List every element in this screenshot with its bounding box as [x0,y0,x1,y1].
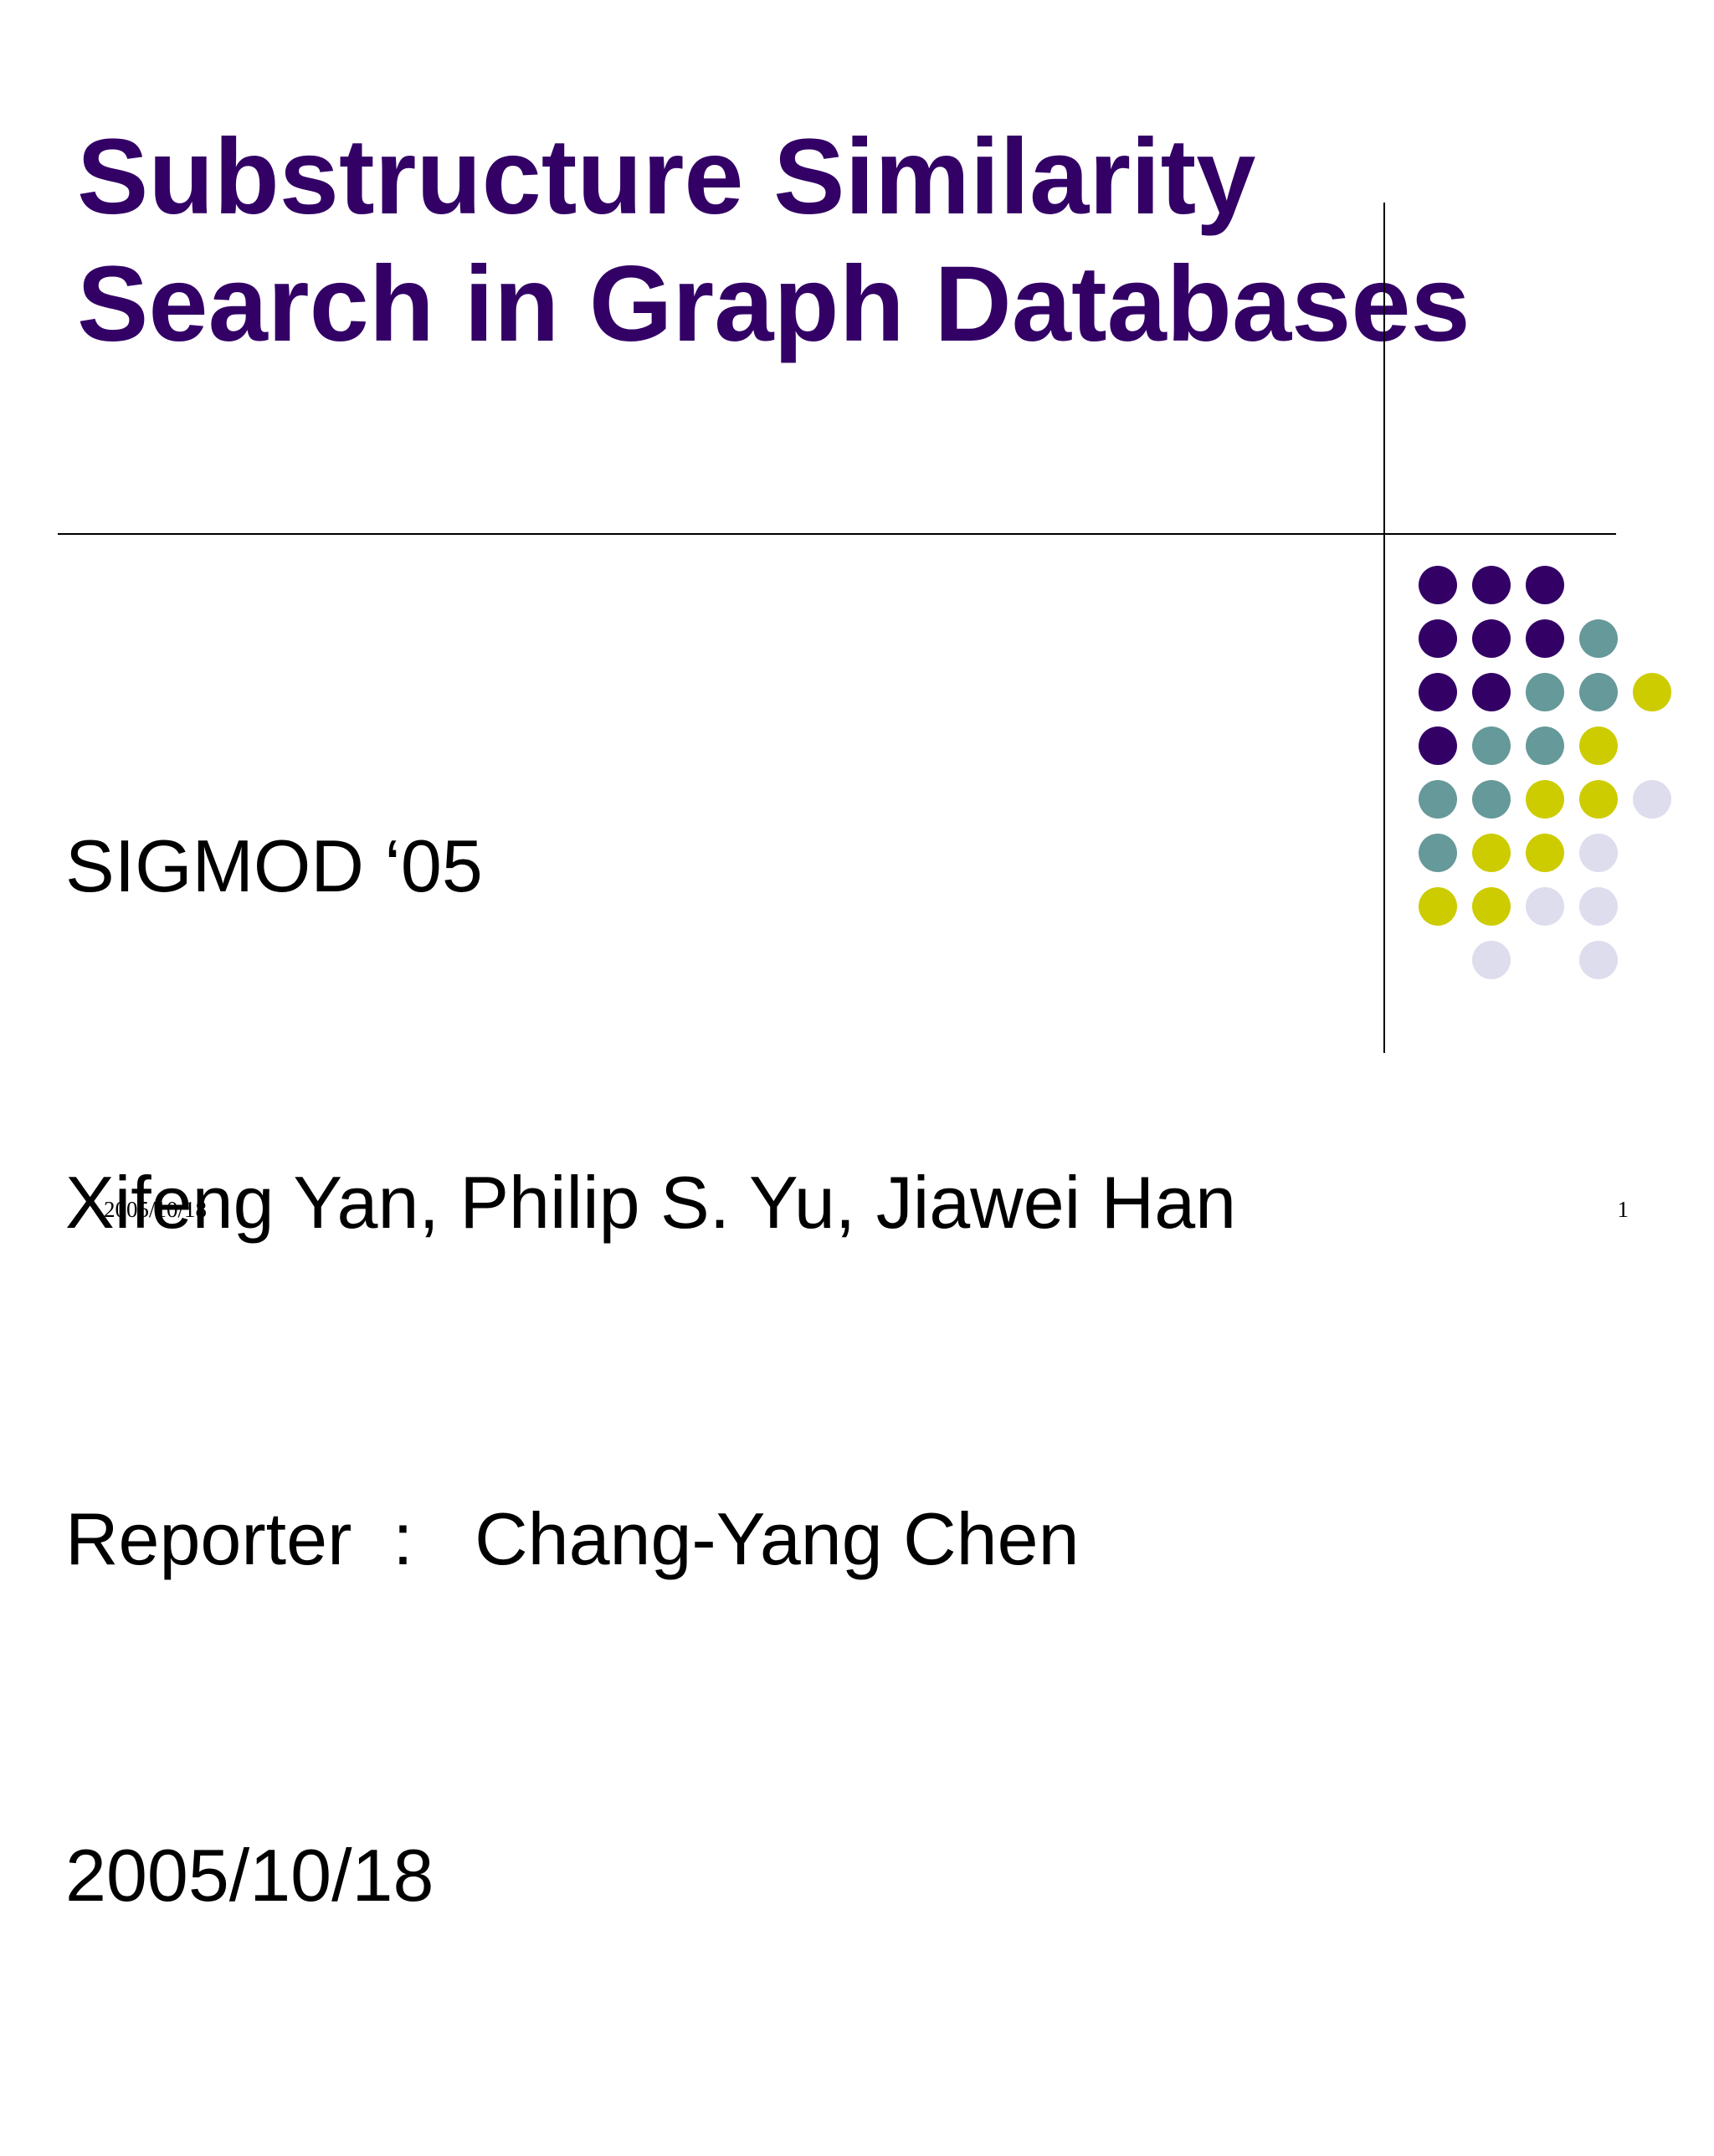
decorative-dot [1526,619,1564,658]
decorative-dot [1579,834,1618,872]
decorative-dot [1579,619,1618,658]
reporter-line: Reporter : Chang-Yang Chen [65,1497,1080,1580]
vertical-divider [1383,203,1385,1053]
title-line-2: Search in Graph Databases [77,244,1470,364]
decorative-dot [1579,673,1618,711]
decorative-dot [1526,834,1564,872]
footer-date: 2005/10/18 [104,1197,208,1222]
decorative-dot [1419,780,1457,819]
decorative-dot [1419,887,1457,926]
slide-number: 1 [1617,1197,1629,1222]
slide-title: Substructure Similarity Search in Graph … [77,114,1470,368]
decorative-dot [1579,941,1618,979]
decorative-dot [1472,780,1511,819]
title-line-1: Substructure Similarity [77,117,1256,237]
decorative-dot [1472,941,1511,979]
authors-line: Xifeng Yan, Philip S. Yu, Jiawei Han [65,1161,1237,1244]
decorative-dot [1472,619,1511,658]
decorative-dot [1419,566,1457,604]
decorative-dot [1472,673,1511,711]
decorative-dot-grid [1419,566,1686,984]
decorative-dot [1526,887,1564,926]
slide: Substructure Similarity Search in Graph … [58,114,1686,1917]
conference-line: SIGMOD ‘05 [65,824,483,907]
decorative-dot [1579,726,1618,765]
decorative-dot [1526,566,1564,604]
decorative-dot [1526,780,1564,819]
decorative-dot [1419,619,1457,658]
decorative-dot [1633,780,1671,819]
horizontal-divider [58,533,1616,535]
decorative-dot [1526,726,1564,765]
decorative-dot [1419,834,1457,872]
decorative-dot [1472,887,1511,926]
decorative-dot [1472,566,1511,604]
decorative-dot [1579,780,1618,819]
decorative-dot [1579,887,1618,926]
decorative-dot [1526,673,1564,711]
decorative-dot [1472,834,1511,872]
decorative-dot [1633,673,1671,711]
decorative-dot [1419,673,1457,711]
slide-body: SIGMOD ‘05 Xifeng Yan, Philip S. Yu, Jia… [65,586,1236,2156]
decorative-dot [1472,726,1511,765]
date-line: 2005/10/18 [65,1834,434,1917]
decorative-dot [1419,726,1457,765]
